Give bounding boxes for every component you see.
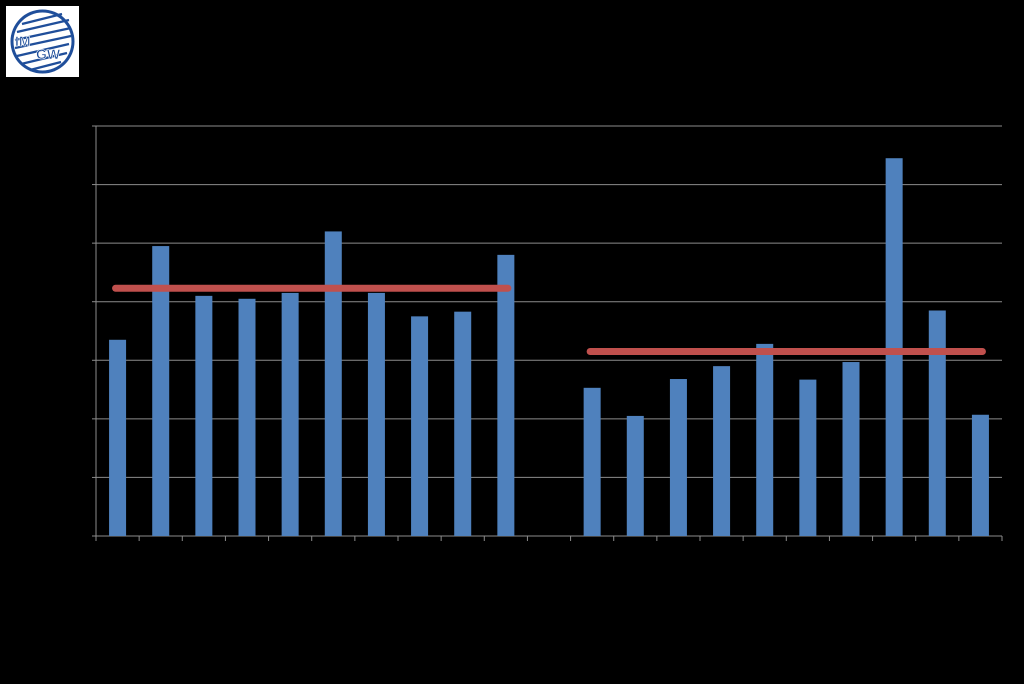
bar bbox=[238, 298, 256, 536]
axes bbox=[92, 125, 1003, 541]
bar bbox=[756, 343, 774, 536]
gridlines bbox=[96, 125, 1002, 478]
bar bbox=[367, 292, 385, 536]
bar bbox=[713, 366, 731, 536]
bar bbox=[324, 231, 342, 536]
bars bbox=[109, 158, 989, 537]
bar bbox=[454, 311, 472, 536]
bar bbox=[842, 362, 860, 536]
imgw-logo-emblem: IM GW bbox=[10, 9, 75, 74]
bar bbox=[928, 310, 946, 536]
imgw-logo: IM GW bbox=[6, 6, 79, 77]
bar bbox=[281, 292, 299, 536]
svg-text:GW: GW bbox=[36, 46, 61, 62]
bar bbox=[109, 339, 127, 536]
bar bbox=[497, 254, 515, 536]
bar bbox=[885, 158, 903, 536]
svg-text:IM: IM bbox=[15, 33, 31, 49]
bar bbox=[583, 387, 601, 536]
bar bbox=[799, 379, 817, 536]
bar bbox=[971, 414, 989, 536]
bar bbox=[626, 415, 644, 536]
mean-lines bbox=[112, 284, 986, 355]
bar bbox=[195, 295, 213, 536]
bar bbox=[152, 246, 170, 537]
bar bbox=[411, 316, 429, 536]
bar bbox=[669, 379, 687, 536]
